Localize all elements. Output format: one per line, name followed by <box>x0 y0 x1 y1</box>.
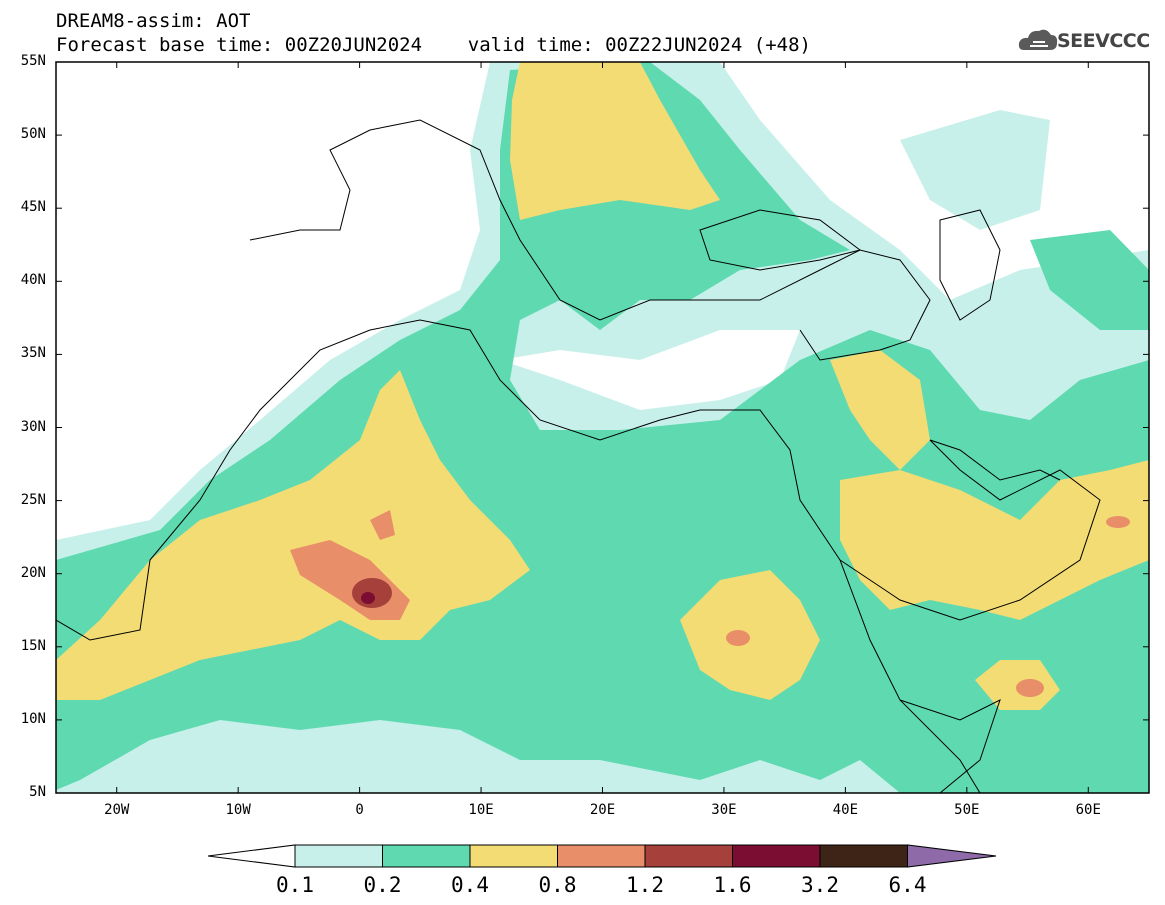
lon-label: 60E <box>1075 802 1101 818</box>
cloud-logo-icon <box>1018 29 1058 50</box>
lat-label: 40N <box>20 272 46 289</box>
aot-contour-0.1 <box>900 110 1050 230</box>
aot-contour-0.4 <box>680 570 820 700</box>
lat-label: 20N <box>20 564 46 581</box>
lon-label: 30E <box>711 802 737 818</box>
forecast-times: Forecast base time: 00Z20JUN2024 valid t… <box>56 34 811 56</box>
lon-label: 50E <box>954 802 980 818</box>
lat-label: 50N <box>20 126 46 143</box>
colorbar-label: 0.1 <box>276 873 314 897</box>
aot-contour-0.8 <box>726 630 750 646</box>
lon-label: 10E <box>468 802 494 818</box>
colorbar-label: 3.2 <box>801 873 839 897</box>
aot-contour-0.8 <box>370 510 395 540</box>
aot-contour-0.8 <box>1016 679 1044 697</box>
aot-contour-1.2 <box>352 578 392 608</box>
coastline-horn-africa <box>899 699 1001 793</box>
aot-contours <box>56 62 1149 793</box>
map-title: DREAM8-assim: AOT <box>56 10 251 32</box>
lon-label: 40E <box>832 802 859 818</box>
coastline-west-africa <box>56 319 981 793</box>
colorbar-label: 0.4 <box>451 873 489 897</box>
aot-contour-0.4 <box>840 460 1149 620</box>
colorbar-label: 0.8 <box>538 873 577 897</box>
lat-label: 35N <box>20 345 46 362</box>
axis-ticks <box>56 61 1149 794</box>
logo-text: SEEVCCC <box>1057 30 1150 52</box>
lat-label: 15N <box>20 637 46 654</box>
lon-label: 10W <box>225 802 251 818</box>
lon-label: 20W <box>104 802 130 818</box>
aot-contour-0.4 <box>830 350 930 470</box>
coastlines <box>56 119 1101 793</box>
lon-label: 0 <box>355 802 364 818</box>
lat-label: 45N <box>20 199 46 216</box>
colorbar-label: 1.6 <box>713 873 752 897</box>
colorbar-label: 6.4 <box>888 873 927 897</box>
colorbar-label: 0.2 <box>363 873 402 897</box>
coastline-black-sea <box>699 209 862 271</box>
aot-contour-1.6 <box>361 592 375 604</box>
lat-label: 25N <box>20 491 46 508</box>
lon-label: 20E <box>589 802 616 818</box>
lat-label: 5N <box>29 784 46 800</box>
lat-label: 30N <box>20 418 46 435</box>
lat-label: 55N <box>20 53 46 69</box>
coastline-europe <box>249 119 931 361</box>
aot-contour-0.2 <box>1030 230 1149 330</box>
coastline-caspian <box>939 209 1001 321</box>
aot-contour-0.4 <box>510 62 720 220</box>
aot-contour-0.8 <box>1106 516 1130 528</box>
colorbar-label: 1.2 <box>626 873 664 897</box>
lat-label: 10N <box>20 710 46 727</box>
aot-contour-0.4 <box>56 370 530 700</box>
coastline-arabia <box>839 439 1101 621</box>
coastline-persian-gulf <box>929 439 1061 481</box>
